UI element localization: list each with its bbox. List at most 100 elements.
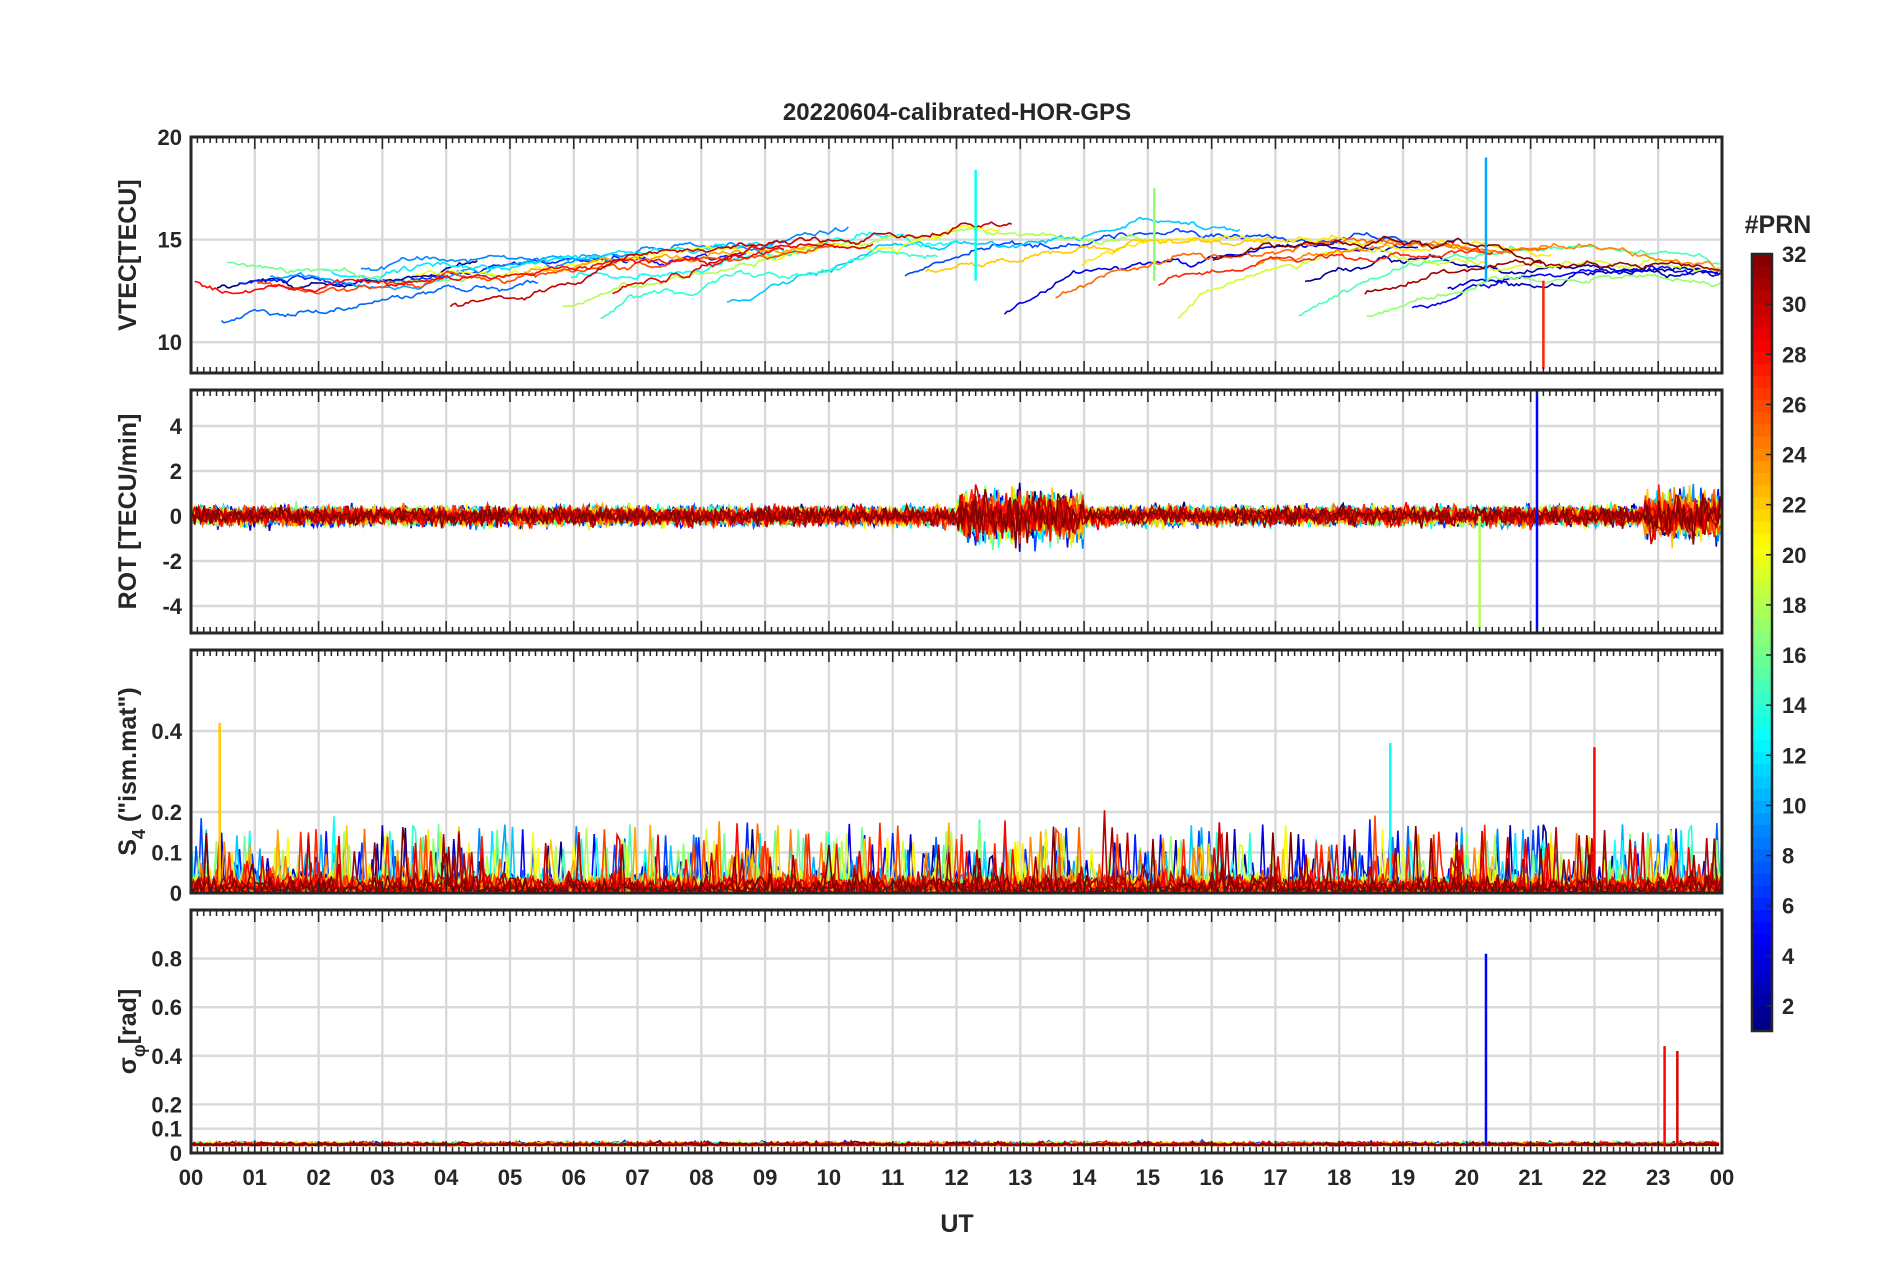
x-tick-label: 18 — [1327, 1165, 1351, 1190]
colorbar-band — [1752, 703, 1772, 716]
colorbar-band — [1752, 472, 1772, 486]
colorbar-band — [1752, 521, 1772, 534]
series-prn-24 — [1257, 238, 1722, 275]
colorbar-band — [1752, 508, 1772, 522]
colorbar-band — [1752, 569, 1772, 583]
y-tick-label: 2 — [170, 459, 182, 484]
colorbar-band — [1752, 642, 1772, 656]
colorbar-band — [1752, 387, 1772, 401]
colorbar-band — [1752, 338, 1772, 352]
series-prn-29 — [612, 243, 874, 295]
series-prn-26 — [257, 244, 837, 295]
series-prn-18 — [562, 227, 1150, 308]
series-group — [191, 390, 1721, 633]
x-ticks — [190, 137, 1723, 373]
grid-lines — [191, 137, 1722, 373]
colorbar-band — [1752, 496, 1772, 510]
colorbar-band — [1752, 314, 1772, 328]
colorbar-band — [1752, 812, 1772, 826]
x-tick-label: 17 — [1263, 1165, 1287, 1190]
colorbar-band — [1752, 290, 1772, 304]
colorbar-tick-label: 18 — [1782, 593, 1806, 618]
panel-sigma_phi: 00.10.20.40.60.8σφ[rad]00 01 02 03 04 05 06 07 0… — [114, 908, 1734, 1190]
x-tick-label: 02 — [306, 1165, 330, 1190]
colorbar-tick-label: 14 — [1782, 693, 1807, 718]
colorbar-band — [1752, 861, 1772, 874]
colorbar-tick-label: 8 — [1782, 844, 1794, 869]
colorbar-band — [1752, 739, 1772, 753]
y-tick-label: 10 — [158, 330, 182, 355]
colorbar-band — [1752, 751, 1772, 765]
x-tick-label: 15 — [1136, 1165, 1160, 1190]
colorbar-band — [1752, 618, 1772, 631]
colorbar-band — [1752, 885, 1772, 898]
panel-vtec: 10 15 20 VTEC[TECU] — [114, 125, 1724, 375]
colorbar-frame — [1750, 252, 1774, 1033]
x-tick-label: 08 — [689, 1165, 713, 1190]
series-prn-8 — [220, 279, 539, 324]
colorbar-band — [1752, 448, 1772, 461]
series-prn-19 — [1177, 245, 1722, 319]
y-axis-label-main: S — [114, 839, 142, 856]
x-tick-label: 11 — [881, 1165, 904, 1190]
series-prn-30 — [449, 221, 1012, 308]
colorbar-band — [1752, 557, 1772, 571]
x-axis-label: UT — [940, 1210, 973, 1238]
colorbar-band — [1752, 436, 1772, 449]
series-prn-14 — [600, 249, 938, 320]
colorbar-band — [1752, 302, 1772, 316]
x-tick-label: 04 — [434, 1165, 459, 1190]
x-tick-label: 07 — [625, 1165, 649, 1190]
series-prn-3 — [1447, 267, 1722, 291]
y-axis-label-sub: φ — [129, 1044, 149, 1057]
y-tick-label: 0 — [170, 504, 182, 529]
series-prn-5 — [1411, 264, 1722, 309]
series-prn-32 — [191, 489, 1721, 549]
x-ticks — [190, 390, 1723, 633]
colorbar-tick-label: 16 — [1782, 643, 1806, 668]
colorbar-tick-label: 26 — [1782, 392, 1806, 417]
y-tick-label: 0.4 — [151, 719, 182, 744]
colorbar-band — [1752, 909, 1772, 923]
y-axis-label-main: σ — [114, 1057, 142, 1074]
x-tick-label: 00 — [1710, 1165, 1734, 1190]
y-tick-label: 0 — [170, 1141, 182, 1166]
x-tick-label: 01 — [243, 1165, 267, 1190]
colorbar-band — [1752, 460, 1772, 474]
y-tick-label: 15 — [158, 228, 182, 253]
y-tick-label: 0 — [170, 881, 182, 906]
colorbar-band — [1752, 484, 1772, 498]
colorbar-band — [1752, 958, 1772, 971]
series-group — [194, 157, 1722, 369]
grid-lines — [191, 910, 1722, 1153]
x-tick-label: 05 — [498, 1165, 522, 1190]
x-tick-label: 06 — [562, 1165, 586, 1190]
colorbar-band — [1752, 921, 1772, 935]
colorbar-band — [1752, 581, 1772, 595]
colorbar-tick-label: 32 — [1782, 242, 1806, 267]
colorbar-band — [1752, 715, 1772, 728]
x-ticks — [190, 910, 1723, 1153]
series-prn-31 — [1364, 258, 1720, 295]
colorbar-tick-label: 10 — [1782, 793, 1806, 818]
colorbar-band — [1752, 545, 1772, 559]
colorbar-band — [1752, 423, 1772, 437]
colorbar-band — [1752, 254, 1772, 267]
series-prn-27 — [1157, 246, 1494, 287]
colorbar-tick-label: 2 — [1782, 994, 1794, 1019]
series-prn-20 — [415, 224, 1000, 278]
colorbar-band — [1752, 654, 1772, 668]
colorbar-band — [1752, 763, 1772, 777]
colorbar-tick-label: 24 — [1782, 443, 1807, 468]
x-tick-label: 09 — [753, 1165, 777, 1190]
colorbar-band — [1752, 266, 1772, 279]
series-prn-29 — [191, 484, 1721, 536]
y-tick-label: 0.2 — [151, 1092, 182, 1117]
x-tick-label: 03 — [370, 1165, 394, 1190]
x-ticks — [190, 650, 1723, 893]
x-tick-label: 14 — [1072, 1165, 1097, 1190]
panel-s4: 00.10.20.4S4 ("ism.mat") — [114, 648, 1724, 906]
x-tick-label: 20 — [1455, 1165, 1479, 1190]
